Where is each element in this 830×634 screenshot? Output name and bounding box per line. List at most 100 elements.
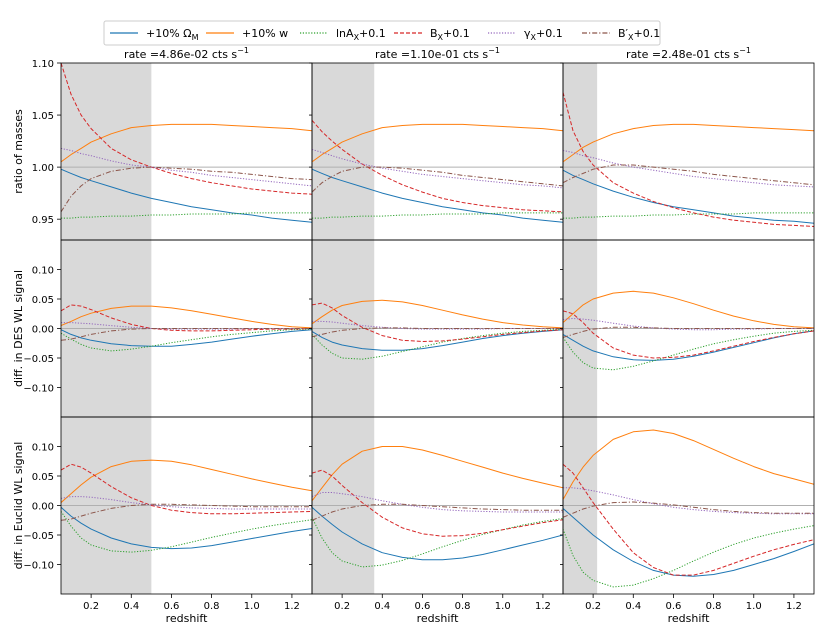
series-line-4-r1-c2	[312, 119, 563, 213]
series-line-5-r3-c1	[61, 496, 312, 510]
series-line-1-r3-c2	[312, 506, 563, 561]
legend-label-4: BX+0.1	[430, 27, 470, 42]
series-line-1-r1-c3	[563, 169, 814, 224]
series-line-6-r3-c3	[563, 501, 814, 518]
series-line-4-r1-c1	[61, 63, 312, 195]
xtick-label-c3-6: 1.2	[786, 601, 802, 612]
ylabel-row-1: ratio of masses	[12, 109, 25, 194]
xlabel-c1: redshift	[166, 612, 208, 625]
series-line-2-r1-c1	[61, 123, 312, 163]
series-line-2-r2-c3	[563, 290, 814, 329]
series-line-1-r3-c1	[61, 506, 312, 550]
xtick-label-c1-6: 1.2	[284, 601, 300, 612]
xtick-label-c1-5: 1.0	[244, 601, 260, 612]
panel-r3-c2	[312, 446, 563, 568]
legend-item-1: +10% ΩM	[110, 27, 199, 42]
xtick-label-c2-4: 0.8	[455, 601, 471, 612]
ytick-label-row-3-2: −0.05	[23, 531, 54, 542]
legend-item-5: γX+0.1	[488, 27, 563, 42]
legend-label-2: +10% w	[242, 27, 288, 40]
series-line-5-r3-c3	[563, 487, 814, 515]
series-line-3-r1-c3	[563, 212, 814, 219]
column-title-2: rate =1.10e-01 cts s−1	[375, 46, 500, 61]
legend-item-2: +10% w	[206, 27, 288, 40]
series-line-2-r1-c3	[563, 123, 814, 163]
series-line-4-r3-c2	[312, 469, 563, 537]
panel-frame	[562, 62, 815, 241]
series-line-2-r2-c2	[312, 299, 563, 329]
xtick-label-c2-1: 0.2	[334, 601, 350, 612]
series-line-5-r3-c2	[312, 492, 563, 513]
series-line-6-r2-c1	[61, 328, 312, 341]
series-line-5-r1-c2	[312, 148, 563, 189]
series-line-6-r2-c3	[563, 326, 814, 338]
ytick-label-row-1-2: 1.00	[32, 163, 54, 174]
xtick-label-c1-4: 0.8	[204, 601, 220, 612]
panel-r3-c3	[563, 429, 814, 588]
xtick-label-c3-1: 0.2	[585, 601, 601, 612]
ytick-label-row-1-3: 1.05	[32, 111, 54, 122]
series-line-3-r1-c1	[61, 212, 312, 219]
ylabel-row-3: diff. in Euclid WL signal	[12, 442, 25, 570]
series-line-2-r3-c1	[61, 459, 312, 503]
ytick-label-row-1-1: 0.95	[32, 215, 54, 226]
ytick-label-row-2-2: −0.05	[23, 354, 54, 365]
ytick-label-row-3-4: 0.05	[32, 472, 54, 483]
legend-label-5: γX+0.1	[524, 27, 563, 42]
series-line-2-r3-c3	[563, 429, 814, 500]
column-title-3: rate =2.48e-01 cts s−1	[626, 46, 751, 61]
panel-r1-c3	[563, 92, 814, 227]
ytick-label-row-3-3: 0.00	[32, 502, 54, 513]
xtick-label-c3-4: 0.8	[706, 601, 722, 612]
xtick-label-c1-3: 0.6	[163, 601, 179, 612]
legend-label-6: B′X+0.1	[618, 27, 660, 42]
ytick-label-row-2-4: 0.05	[32, 295, 54, 306]
series-line-5-r1-c3	[563, 150, 814, 188]
xtick-label-c2-2: 0.4	[374, 601, 390, 612]
xtick-label-c3-3: 0.6	[665, 601, 681, 612]
series-line-1-r3-c3	[563, 508, 814, 577]
series-line-1-r2-c3	[563, 330, 814, 361]
xtick-label-c1-1: 0.2	[83, 601, 99, 612]
series-line-3-r1-c2	[312, 212, 563, 219]
series-line-3-r3-c2	[312, 517, 563, 568]
series-line-5-r1-c1	[61, 147, 312, 187]
legend-item-4: BX+0.1	[394, 27, 470, 42]
series-line-6-r1-c1	[61, 166, 312, 213]
series-line-3-r2-c2	[312, 328, 563, 360]
panel-r1-c2	[312, 119, 563, 223]
series-line-6-r3-c2	[312, 503, 563, 521]
ytick-label-row-2-5: 0.10	[32, 266, 54, 277]
series-line-4-r1-c3	[563, 92, 814, 227]
panel-r2-c3	[563, 290, 814, 371]
series-line-1-r1-c1	[61, 168, 312, 223]
series-line-4-r2-c3	[563, 310, 814, 359]
series-line-4-r3-c3	[563, 463, 814, 576]
panel-r1-c1	[61, 63, 312, 223]
series-line-4-r2-c2	[312, 302, 563, 342]
ytick-label-row-2-1: −0.10	[23, 384, 54, 395]
series-line-5-r2-c1	[61, 322, 312, 330]
xtick-label-c3-2: 0.4	[625, 601, 641, 612]
series-line-6-r2-c2	[312, 327, 563, 338]
xtick-label-c2-6: 1.2	[535, 601, 551, 612]
legend-label-3: lnAX+0.1	[336, 27, 386, 42]
series-line-6-r1-c2	[312, 166, 563, 193]
series-line-2-r3-c2	[312, 446, 563, 502]
series-line-1-r2-c1	[61, 329, 312, 347]
ylabel-row-2: diff. in DES WL signal	[12, 270, 25, 387]
series-line-6-r1-c3	[563, 164, 814, 186]
legend-label-1: +10% ΩM	[146, 27, 199, 42]
ytick-label-row-3-5: 0.10	[32, 443, 54, 454]
series-line-3-r3-c3	[563, 525, 814, 588]
panel-r2-c2	[312, 299, 563, 360]
ytick-label-row-3-1: −0.10	[23, 561, 54, 572]
xtick-label-c1-2: 0.4	[123, 601, 139, 612]
series-line-2-r1-c2	[312, 123, 563, 163]
xlabel-c3: redshift	[668, 612, 710, 625]
ytick-label-row-1-4: 1.10	[32, 59, 54, 70]
xtick-label-c3-5: 1.0	[746, 601, 762, 612]
series-line-6-r3-c1	[61, 503, 312, 521]
legend: +10% ΩM +10% w lnAX+0.1 BX+0.1 γX+0.1 B′X+0.1	[103, 20, 661, 46]
